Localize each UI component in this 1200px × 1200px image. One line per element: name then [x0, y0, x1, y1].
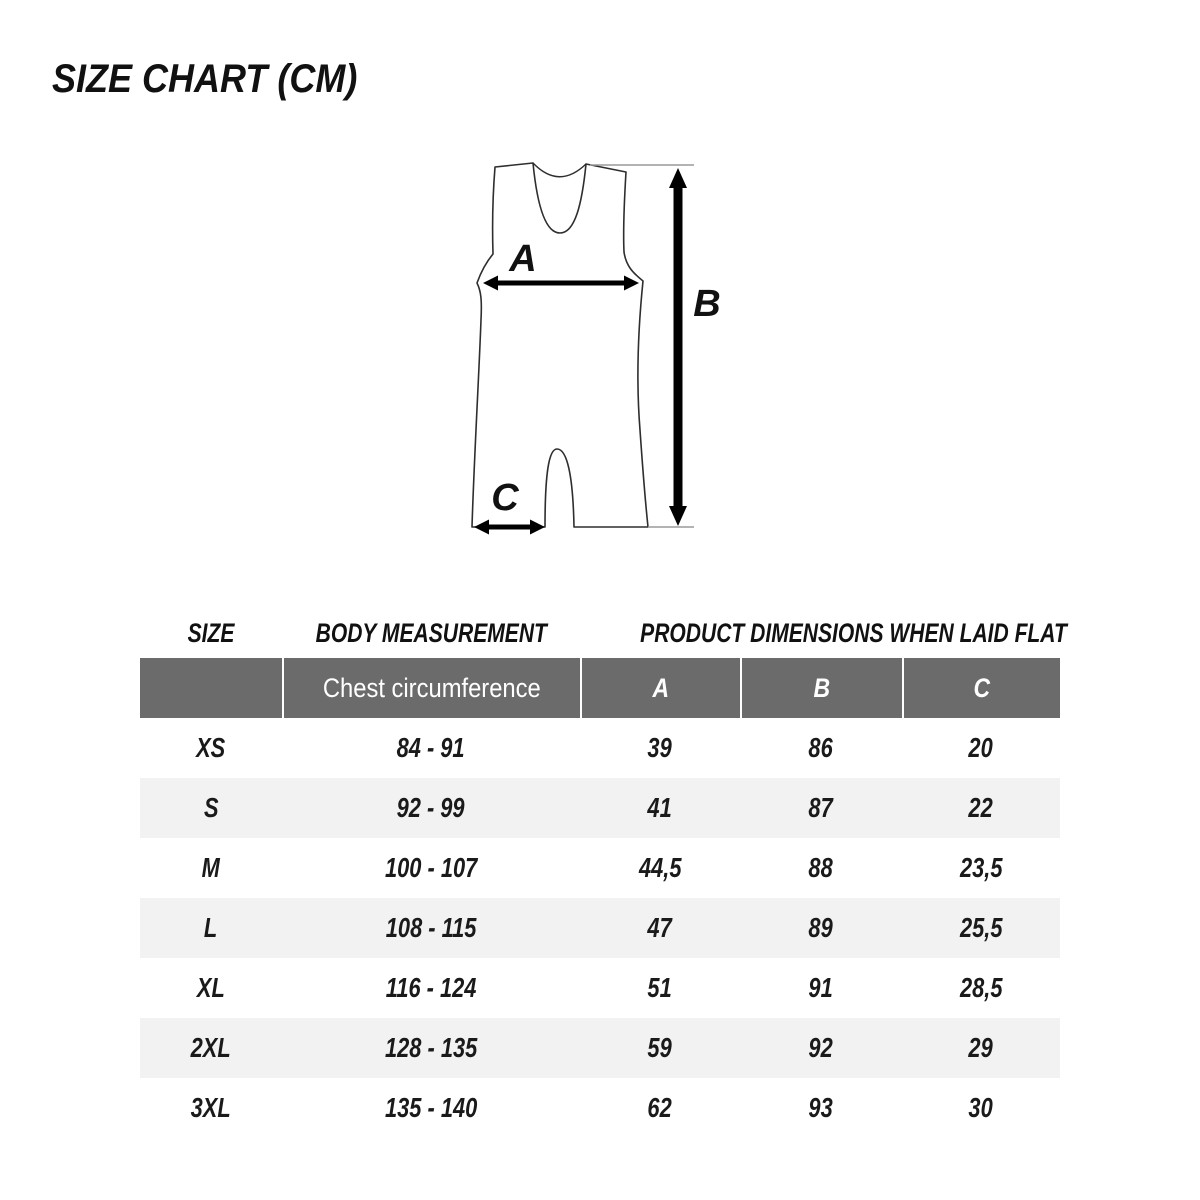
cell-c: 30 [902, 1078, 1060, 1138]
cell-a: 51 [580, 958, 740, 1018]
cell-b: 91 [740, 958, 902, 1018]
column-header-chest: Chest circumference [282, 658, 580, 718]
cell-chest: 100 - 107 [282, 838, 580, 898]
group-header-row: SIZE BODY MEASUREMENT PRODUCT DIMENSIONS… [140, 608, 1067, 658]
column-header-row: Chest circumference A B C [140, 658, 1060, 718]
cell-b: 89 [740, 898, 902, 958]
column-header-a: A [580, 658, 740, 718]
cell-c: 23,5 [902, 838, 1060, 898]
size-label: 3XL [140, 1078, 282, 1138]
cell-c: 29 [902, 1018, 1060, 1078]
table-row: XS 84 - 91 39 86 20 [140, 718, 1060, 778]
cell-chest: 84 - 91 [282, 718, 580, 778]
cell-b: 86 [740, 718, 902, 778]
cell-chest: 92 - 99 [282, 778, 580, 838]
size-label: M [140, 838, 282, 898]
page-title: SIZE CHART (CM) [52, 57, 358, 101]
table-row: L 108 - 115 47 89 25,5 [140, 898, 1060, 958]
diagram-label-b: B [693, 283, 720, 325]
measure-arrow-c [474, 519, 545, 535]
table-row: M 100 - 107 44,5 88 23,5 [140, 838, 1060, 898]
size-label: 2XL [140, 1018, 282, 1078]
cell-chest: 135 - 140 [282, 1078, 580, 1138]
size-table-body: XS 84 - 91 39 86 20 S 92 - 99 41 87 22 M 100 - 107 4… [140, 718, 1060, 1138]
cell-b: 93 [740, 1078, 902, 1138]
size-label: XS [140, 718, 282, 778]
table-row: S 92 - 99 41 87 22 [140, 778, 1060, 838]
column-header-b: B [740, 658, 902, 718]
size-chart-table: SIZE BODY MEASUREMENT PRODUCT DIMENSIONS… [140, 608, 1067, 1138]
cell-c: 20 [902, 718, 1060, 778]
group-header-body-measurement: BODY MEASUREMENT [282, 608, 580, 658]
cell-c: 25,5 [902, 898, 1060, 958]
singlet-outline [471, 162, 649, 528]
group-header-size: SIZE [140, 608, 282, 658]
column-header-empty [140, 658, 282, 718]
cell-b: 88 [740, 838, 902, 898]
cell-c: 22 [902, 778, 1060, 838]
table-row: 2XL 128 - 135 59 92 29 [140, 1018, 1060, 1078]
garment-diagram: A B C [430, 140, 770, 560]
table-row: 3XL 135 - 140 62 93 30 [140, 1078, 1060, 1138]
column-header-c: C [902, 658, 1060, 718]
cell-chest: 108 - 115 [282, 898, 580, 958]
diagram-label-c: C [491, 477, 519, 519]
size-label: XL [140, 958, 282, 1018]
cell-a: 44,5 [580, 838, 740, 898]
cell-b: 92 [740, 1018, 902, 1078]
singlet-drawing: A B C [471, 162, 721, 535]
cell-chest: 128 - 135 [282, 1018, 580, 1078]
measure-arrow-a [483, 275, 639, 291]
cell-a: 62 [580, 1078, 740, 1138]
table-row: XL 116 - 124 51 91 28,5 [140, 958, 1060, 1018]
cell-b: 87 [740, 778, 902, 838]
cell-a: 39 [580, 718, 740, 778]
group-header-product-dimensions: PRODUCT DIMENSIONS WHEN LAID FLAT [580, 608, 1067, 658]
cell-a: 59 [580, 1018, 740, 1078]
back-neckline [532, 162, 587, 178]
cell-a: 41 [580, 778, 740, 838]
cell-c: 28,5 [902, 958, 1060, 1018]
diagram-label-a: A [508, 238, 536, 280]
measure-arrow-b [669, 168, 687, 526]
size-label: S [140, 778, 282, 838]
cell-a: 47 [580, 898, 740, 958]
cell-chest: 116 - 124 [282, 958, 580, 1018]
size-label: L [140, 898, 282, 958]
